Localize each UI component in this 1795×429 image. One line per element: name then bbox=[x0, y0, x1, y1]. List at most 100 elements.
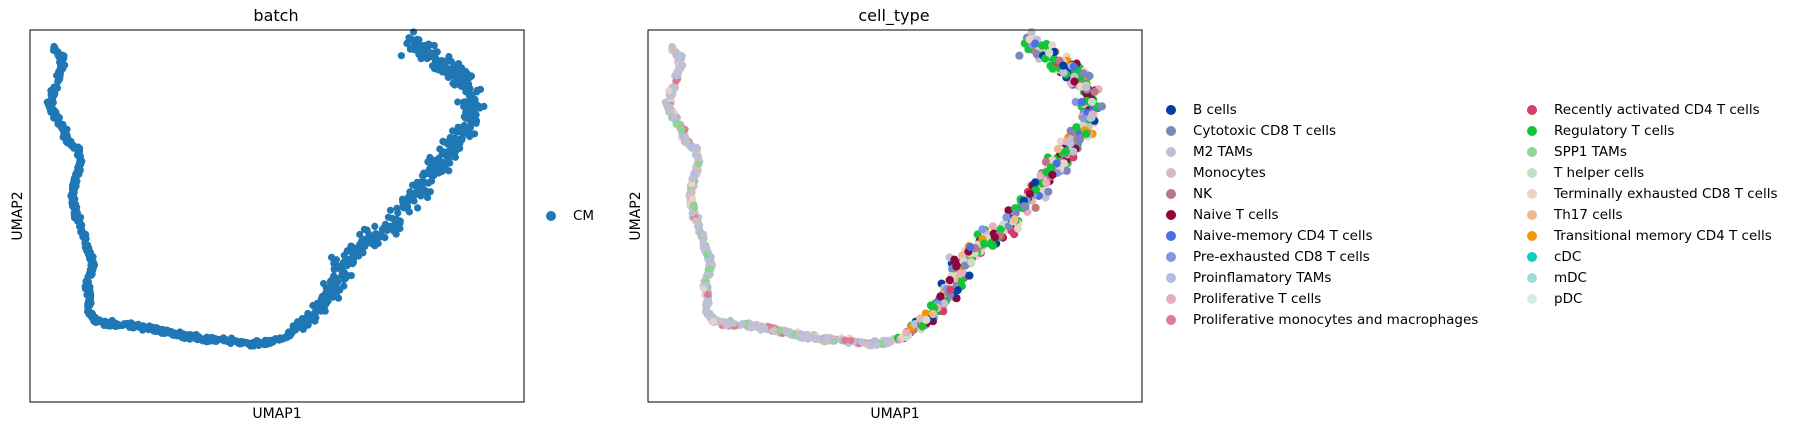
celltype-point bbox=[967, 258, 976, 267]
batch-point bbox=[437, 57, 446, 65]
celltype-title: cell_type bbox=[858, 6, 929, 26]
celltype-legend-label: Proliferative T cells bbox=[1193, 291, 1321, 307]
celltype-legend-marker bbox=[1166, 315, 1176, 325]
celltype-point bbox=[950, 255, 959, 264]
celltype-point bbox=[940, 299, 949, 308]
celltype-legend-marker bbox=[1527, 147, 1537, 157]
batch-point bbox=[415, 50, 423, 59]
batch-point bbox=[57, 51, 65, 60]
celltype-point bbox=[862, 340, 871, 348]
batch-point bbox=[343, 262, 351, 270]
celltype-legend-label: Monocytes bbox=[1193, 165, 1266, 181]
celltype-point bbox=[918, 321, 927, 331]
celltype-legend-marker bbox=[1166, 147, 1176, 157]
batch-point bbox=[120, 320, 128, 328]
batch-point bbox=[340, 251, 348, 260]
celltype-legend-marker bbox=[1166, 126, 1176, 136]
celltype-point bbox=[704, 290, 712, 299]
celltype-point bbox=[1072, 123, 1081, 132]
batch-legend-label: CM bbox=[573, 208, 594, 224]
celltype-point bbox=[776, 326, 784, 335]
batch-point bbox=[449, 127, 457, 135]
celltype-point bbox=[705, 310, 713, 318]
celltype-legend-item: Transitional memory CD4 T cells bbox=[1527, 228, 1772, 244]
batch-point bbox=[378, 226, 386, 234]
celltype-point bbox=[1061, 147, 1070, 156]
celltype-legend-label: Pre-exhausted CD8 T cells bbox=[1193, 249, 1370, 265]
batch-point bbox=[427, 49, 435, 57]
batch-point bbox=[205, 337, 213, 345]
batch-point bbox=[167, 328, 175, 336]
batch-point bbox=[452, 77, 461, 86]
celltype-point bbox=[700, 230, 708, 238]
celltype-legend-item: Pre-exhausted CD8 T cells bbox=[1166, 249, 1370, 265]
batch-point bbox=[153, 326, 161, 334]
celltype-legend-label: Proliferative monocytes and macrophages bbox=[1193, 312, 1478, 328]
celltype-legend-marker bbox=[1166, 252, 1176, 262]
celltype-point bbox=[695, 160, 703, 168]
batch-point bbox=[69, 180, 78, 188]
batch-point bbox=[402, 197, 410, 205]
batch-point bbox=[77, 160, 85, 168]
batch-point bbox=[87, 310, 95, 318]
celltype-point bbox=[666, 103, 674, 111]
celltype-point bbox=[771, 326, 779, 334]
batch-point bbox=[458, 83, 466, 91]
batch-ylabel: UMAP2 bbox=[10, 191, 26, 240]
celltype-point bbox=[696, 221, 704, 229]
batch-point bbox=[414, 186, 422, 194]
celltype-point bbox=[688, 175, 696, 183]
celltype-legend-marker bbox=[1166, 105, 1176, 115]
celltype-point bbox=[1042, 178, 1051, 187]
celltype-point bbox=[795, 331, 803, 339]
batch-legend: CM bbox=[546, 208, 594, 224]
celltype-point bbox=[738, 320, 746, 328]
batch-point bbox=[439, 137, 447, 145]
celltype-panel: cell_type UMAP1 UMAP2 B cells Cytotoxic C… bbox=[628, 6, 1778, 422]
celltype-point bbox=[675, 65, 683, 74]
celltype-point bbox=[1027, 27, 1036, 37]
batch-point bbox=[195, 335, 203, 343]
celltype-legend-item: M2 TAMs bbox=[1166, 144, 1253, 160]
celltype-legend-item: Terminally exhausted CD8 T cells bbox=[1527, 186, 1778, 202]
batch-point bbox=[60, 126, 68, 134]
batch-point bbox=[413, 40, 421, 48]
celltype-point bbox=[902, 328, 911, 337]
batch-point bbox=[348, 243, 356, 251]
celltype-legend-item: Proliferative monocytes and macrophages bbox=[1166, 312, 1478, 328]
batch-point bbox=[139, 323, 148, 331]
celltype-legend-label: Naive-memory CD4 T cells bbox=[1193, 228, 1373, 244]
celltype-point bbox=[956, 269, 965, 278]
batch-point bbox=[321, 307, 329, 315]
batch-point bbox=[70, 189, 78, 197]
celltype-point bbox=[978, 225, 987, 234]
batch-point bbox=[413, 178, 421, 186]
batch-point bbox=[414, 204, 422, 212]
batch-point bbox=[81, 285, 89, 293]
celltype-legend-label: NK bbox=[1193, 186, 1213, 202]
batch-points bbox=[43, 28, 488, 350]
celltype-point bbox=[1013, 224, 1023, 233]
celltype-legend-label: Transitional memory CD4 T cells bbox=[1553, 228, 1772, 244]
celltype-point bbox=[1097, 102, 1106, 111]
batch-point bbox=[347, 272, 355, 280]
celltype-point bbox=[688, 189, 696, 197]
batch-point bbox=[360, 225, 368, 233]
celltype-point bbox=[694, 153, 703, 161]
batch-point bbox=[454, 98, 462, 106]
celltype-point bbox=[689, 201, 698, 209]
celltype-legend-item: B cells bbox=[1166, 102, 1237, 118]
celltype-point bbox=[747, 324, 756, 332]
batch-point bbox=[371, 222, 379, 230]
batch-point bbox=[442, 159, 450, 167]
celltype-legend-label: B cells bbox=[1193, 102, 1237, 118]
celltype-point bbox=[1015, 51, 1024, 60]
batch-point bbox=[452, 63, 460, 71]
celltype-point bbox=[952, 262, 961, 271]
batch-point bbox=[318, 292, 327, 300]
batch-point bbox=[430, 171, 438, 179]
celltype-point bbox=[928, 309, 938, 319]
batch-point bbox=[129, 324, 137, 332]
batch-point bbox=[396, 224, 404, 233]
batch-point bbox=[441, 62, 449, 70]
